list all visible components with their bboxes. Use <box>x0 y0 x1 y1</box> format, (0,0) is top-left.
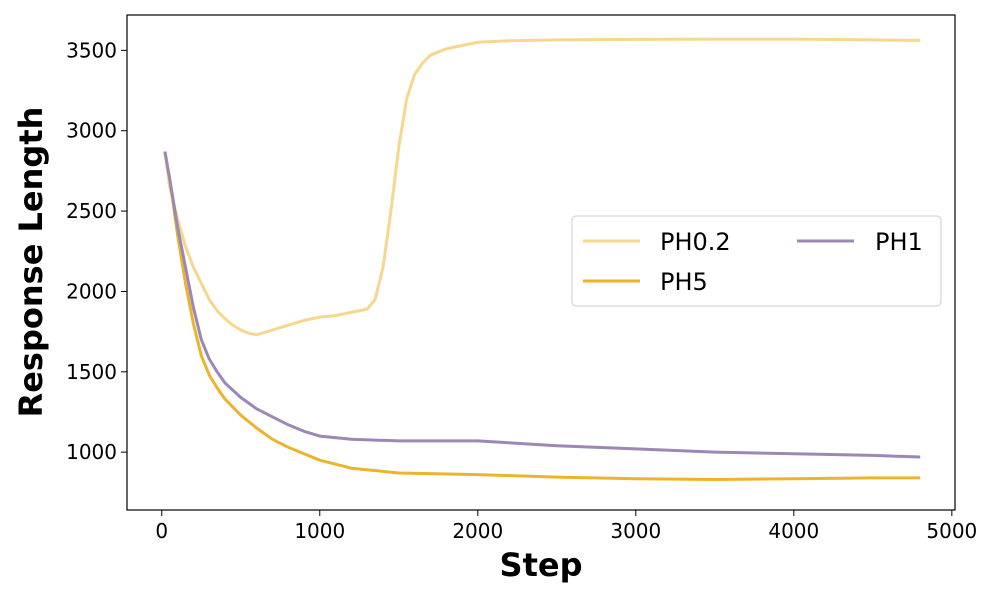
plot-frame <box>126 14 956 511</box>
y-tick-label: 2500 <box>66 199 117 223</box>
y-tick-label: 3500 <box>66 38 117 62</box>
legend: PH0.2 PH1 PH5 <box>571 215 942 307</box>
legend-label-ph1: PH1 <box>875 228 923 256</box>
series-line-ph1 <box>163 151 921 459</box>
y-tick-label: 1000 <box>66 440 117 464</box>
x-tick-label: 3000 <box>610 519 661 543</box>
series-line-ph5 <box>163 151 921 481</box>
legend-label-ph5: PH5 <box>660 268 708 296</box>
x-tick-label: 2000 <box>452 519 503 543</box>
axis-ticks: 0 1000 2000 3000 4000 5000 1000 1500 2000 2500 300… <box>66 38 977 543</box>
series-line-ph0-2 <box>163 37 921 337</box>
y-tick-label: 2000 <box>66 279 117 303</box>
legend-box <box>571 215 942 307</box>
x-tick-label: 1000 <box>294 519 345 543</box>
y-tick-label: 1500 <box>66 360 117 384</box>
y-axis-label: Response Length <box>12 107 50 418</box>
x-axis-label: Step <box>500 546 583 584</box>
x-tick-label: 5000 <box>926 519 977 543</box>
legend-label-ph0-2: PH0.2 <box>660 228 731 256</box>
series-lines <box>163 37 921 481</box>
x-tick-label: 0 <box>155 519 168 543</box>
y-tick-label: 3000 <box>66 119 117 143</box>
x-tick-label: 4000 <box>768 519 819 543</box>
